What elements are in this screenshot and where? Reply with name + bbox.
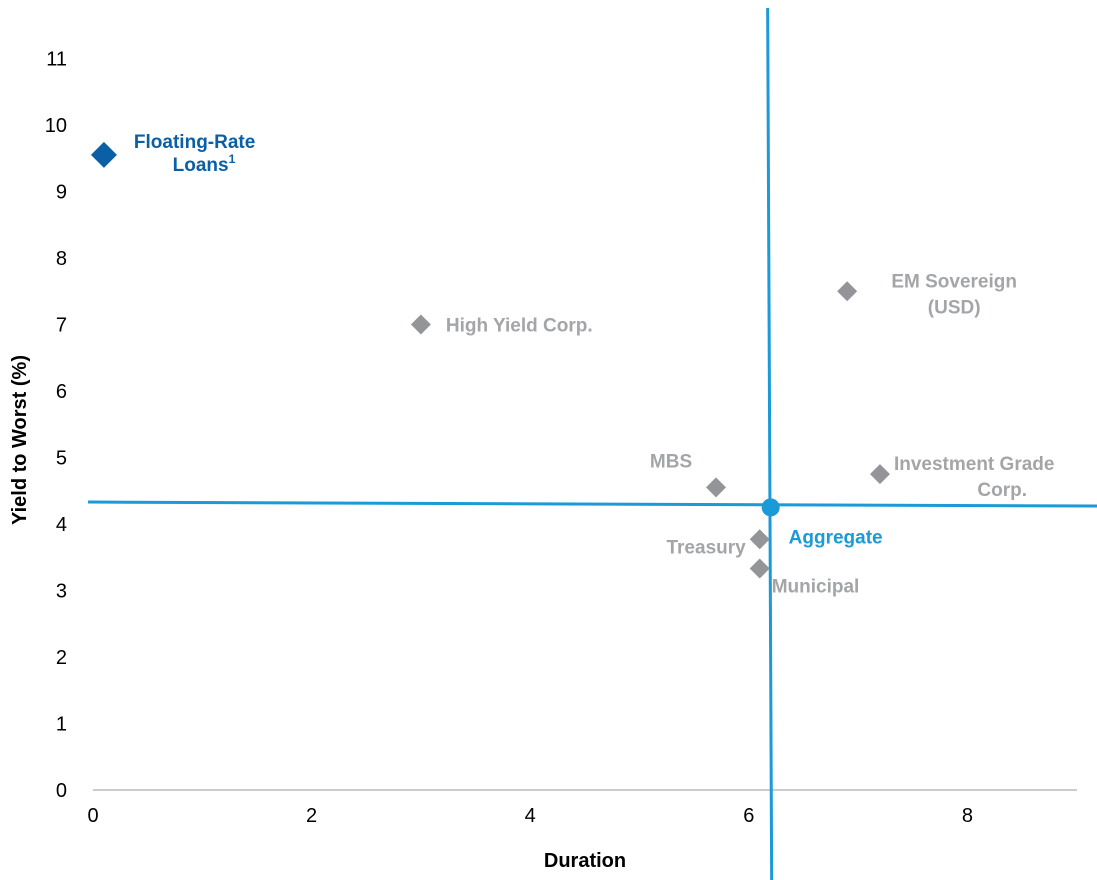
mbs-marker: [706, 477, 727, 498]
high-yield-corp-marker: [410, 314, 431, 335]
x-axis-title: Duration: [544, 850, 626, 872]
reference-lines: [87, 7, 1097, 880]
y-tick-label: 4: [56, 514, 67, 536]
em-sovereign-usd-label: EM Sovereign (USD): [891, 271, 1017, 318]
y-tick-label: 0: [56, 780, 67, 802]
investment-grade-corp-marker: [869, 464, 890, 485]
x-tick-label: 2: [306, 805, 317, 827]
y-tick-label: 5: [56, 448, 67, 470]
aggregate-marker: [761, 498, 780, 517]
x-axis-ticks: 0 2 4 6 8: [87, 805, 973, 827]
em-sovereign-usd-marker: [837, 281, 858, 302]
y-axis-ticks: 0 1 2 3 4 5 6 7 8 9 10 11: [45, 49, 67, 803]
y-tick-label: 7: [56, 315, 67, 337]
treasury-label: Treasury: [666, 537, 746, 558]
high-yield-corp-label: High Yield Corp.: [446, 316, 593, 337]
y-tick-label: 10: [45, 115, 67, 137]
y-tick-label: 1: [56, 714, 67, 736]
municipal-label: Municipal: [772, 577, 860, 598]
y-tick-label: 8: [56, 248, 67, 270]
y-tick-label: 9: [56, 182, 67, 204]
treasury-marker: [749, 529, 770, 550]
vertical-reference-line: [766, 7, 774, 880]
y-tick-label: 6: [56, 381, 67, 403]
mbs-label: MBS: [650, 451, 692, 472]
floating-rate-loans-marker: [90, 141, 117, 168]
x-tick-label: 6: [743, 805, 754, 827]
investment-grade-corp-label: Investment Grade Corp.: [894, 454, 1054, 501]
aggregate-label: Aggregate: [789, 527, 883, 548]
x-tick-label: 0: [87, 805, 98, 827]
data-points: Floating-Rate Loans1 High Yield Corp. EM So…: [90, 132, 1054, 598]
horizontal-reference-line: [87, 500, 1097, 508]
y-tick-label: 3: [56, 581, 67, 603]
x-tick-label: 8: [962, 805, 973, 827]
floating-rate-loans-label: Floating-Rate Loans1: [134, 132, 255, 176]
y-axis-title: Yield to Worst (%): [9, 355, 31, 525]
municipal-marker: [749, 558, 770, 579]
x-tick-label: 4: [525, 805, 536, 827]
y-tick-label: 11: [46, 49, 67, 71]
y-tick-label: 2: [56, 647, 67, 669]
